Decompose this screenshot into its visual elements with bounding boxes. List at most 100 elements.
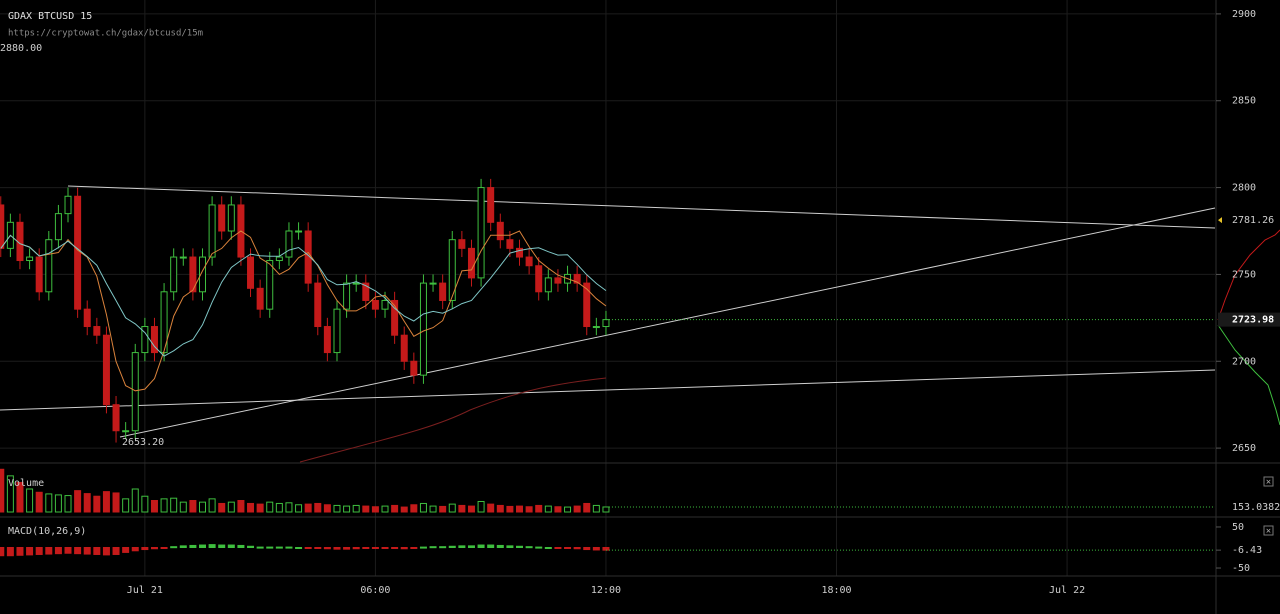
volume-bar (208, 498, 216, 513)
marks: Jul 21 06:00 12:00 18:00 Jul 22 2650 2700 2750 2… (0, 9, 1280, 596)
candle-body (371, 299, 379, 310)
macd-bar (496, 544, 504, 548)
macd-bar (74, 547, 82, 555)
trend-line (119, 207, 1216, 438)
macd-bar (266, 546, 274, 549)
candle-body (93, 326, 101, 336)
volume-bar (496, 504, 504, 513)
volume-bar (304, 503, 312, 513)
ma-line (0, 234, 607, 357)
macd-bar (410, 547, 418, 549)
volume-bar (477, 500, 485, 513)
macd-bar (179, 545, 187, 549)
candle-body (343, 282, 351, 310)
y-tick-label: 2800 (1232, 183, 1256, 194)
trend-line (0, 369, 1216, 411)
macd-bar (314, 547, 322, 549)
volume-bar (516, 505, 524, 513)
candle-body (410, 360, 418, 376)
macd-bar (83, 547, 91, 555)
candle-body (0, 204, 5, 249)
candle-body (535, 265, 543, 293)
candle-body (26, 256, 34, 262)
macd-bar (333, 547, 341, 550)
y-tick-label: -50 (1232, 563, 1250, 574)
volume-bar (410, 504, 418, 513)
candle-body (208, 204, 216, 258)
candle-body (74, 195, 82, 310)
macd-bar (583, 547, 591, 551)
candle-body (525, 256, 533, 267)
macd-bar (16, 547, 24, 556)
volume-bar (506, 505, 514, 513)
macd-bar (64, 547, 72, 554)
macd-bar (400, 547, 408, 550)
macd-bar (371, 547, 379, 549)
close-icon[interactable]: × (1266, 527, 1271, 537)
candle-body (275, 256, 283, 262)
volume-bar (131, 488, 139, 513)
volume-bar (102, 491, 110, 513)
y-tick-label: 2850 (1232, 96, 1256, 107)
candle-body (170, 256, 178, 293)
volume-bar (189, 500, 197, 513)
candle-body (256, 287, 264, 310)
volume-bar (333, 504, 341, 513)
candle-body (218, 204, 226, 232)
macd-bar (391, 547, 399, 549)
macd-bar (45, 547, 53, 555)
macd-bar (487, 544, 495, 548)
macd-bar (352, 547, 360, 550)
close-box[interactable] (1263, 476, 1274, 487)
y-tick-label: 2650 (1232, 443, 1256, 454)
macd-bar (199, 544, 206, 548)
volume-bar (150, 500, 158, 513)
candle-body (391, 299, 399, 336)
volume-bar (266, 501, 274, 513)
macd-bar (93, 547, 101, 555)
trend-line (67, 185, 1216, 229)
candle-body (141, 326, 149, 354)
macd-bar (256, 546, 264, 549)
volume-bar (64, 495, 72, 513)
candle-body (266, 260, 274, 310)
volume-bar (535, 504, 543, 513)
volume-bar (179, 501, 187, 513)
macd-bar (227, 544, 235, 548)
close-button[interactable]: × (1263, 525, 1274, 537)
macd-bar (439, 546, 447, 549)
macd-bar (554, 547, 562, 549)
candle-body (227, 204, 235, 232)
candle-body (516, 247, 524, 258)
volume-bar (391, 504, 399, 513)
volume-bar (371, 506, 379, 513)
macd-bar (381, 547, 389, 549)
volume-bar (352, 504, 360, 513)
x-tick-label: Jul 22 (1049, 585, 1085, 596)
macd-bar (6, 547, 14, 557)
macd-bar (247, 545, 255, 549)
close-box[interactable] (1263, 525, 1274, 536)
volume-bar (141, 495, 149, 513)
x-tick-label: 18:00 (821, 585, 851, 596)
volume-bar (275, 502, 283, 513)
macd-bar (323, 547, 331, 550)
close-icon[interactable]: × (1266, 478, 1271, 488)
macd-bar (592, 547, 600, 551)
candle-body (45, 239, 53, 293)
candle-body (102, 334, 110, 406)
volume-bar (419, 502, 427, 513)
volume-bar (314, 502, 322, 513)
candle-body (247, 256, 255, 289)
close-button[interactable]: × (1263, 476, 1274, 488)
volume-bar (16, 481, 24, 513)
volume-bar (160, 498, 168, 513)
macd-bar (295, 547, 303, 549)
macd-bar (237, 544, 245, 548)
candle-body (35, 256, 43, 293)
macd-bar (0, 547, 5, 557)
macd-bar (573, 547, 581, 550)
chart-title: GDAX BTCUSD 15 (8, 11, 92, 22)
